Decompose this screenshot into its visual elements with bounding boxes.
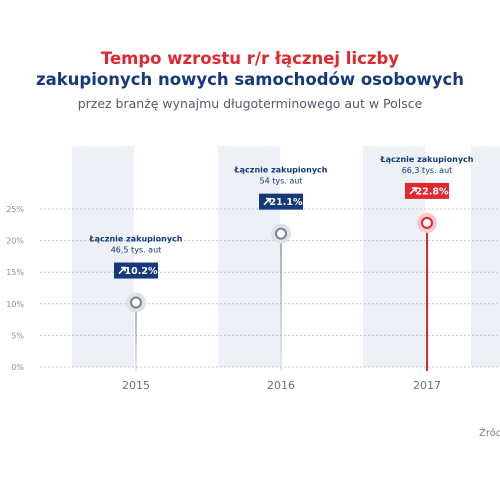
stem (135, 302, 137, 371)
chart-subtitle: przez branżę wynajmu długoterminowego au… (77, 96, 423, 111)
chart-title-line1: Tempo wzrostu r/r łącznej liczby (100, 49, 400, 68)
column-band (363, 146, 425, 367)
y-tick-label: 10% (6, 300, 24, 309)
y-tick-label: 20% (6, 237, 24, 246)
value-label: 21.1% (270, 197, 303, 208)
y-tick-label: 0% (11, 363, 24, 372)
x-tick-label: 2017 (413, 379, 441, 392)
data-point (275, 227, 287, 240)
annotation-line1: Łącznie zakupionych (89, 235, 183, 244)
data-point (421, 216, 433, 229)
source-note: Źródł (479, 428, 500, 439)
y-tick-label: 5% (11, 331, 24, 340)
annotation-line2: 66,3 tys. aut (402, 166, 453, 175)
trend-up-arrow-icon (409, 187, 417, 195)
value-badge (259, 193, 303, 210)
value-badge (114, 262, 158, 279)
trend-up-arrow-icon (263, 197, 271, 206)
annotation-line2: 54 tys. aut (260, 177, 303, 186)
column-band (218, 146, 280, 367)
annotation-line2: 46,5 tys. aut (111, 246, 162, 255)
data-point (130, 296, 142, 309)
annotation-line1: Łącznie zakupionych (380, 155, 474, 164)
y-tick-label: 15% (6, 268, 24, 277)
chart-title-block: Tempo wzrostu r/r łącznej liczby zakupio… (0, 48, 500, 111)
column-band (72, 146, 134, 367)
trend-up-arrow-icon (118, 266, 126, 275)
value-badge (405, 182, 449, 199)
stem (280, 233, 282, 371)
column-band (471, 146, 500, 367)
value-label: 22.8% (416, 186, 449, 197)
y-tick-label: 25% (6, 205, 24, 214)
annotation-line1: Łącznie zakupionych (234, 166, 328, 175)
x-tick-label: 2015 (122, 379, 150, 392)
value-label: 10.2% (125, 266, 158, 277)
x-tick-label: 2016 (267, 379, 295, 392)
chart-title-line2: zakupionych nowych samochodów osobowych (35, 70, 465, 89)
